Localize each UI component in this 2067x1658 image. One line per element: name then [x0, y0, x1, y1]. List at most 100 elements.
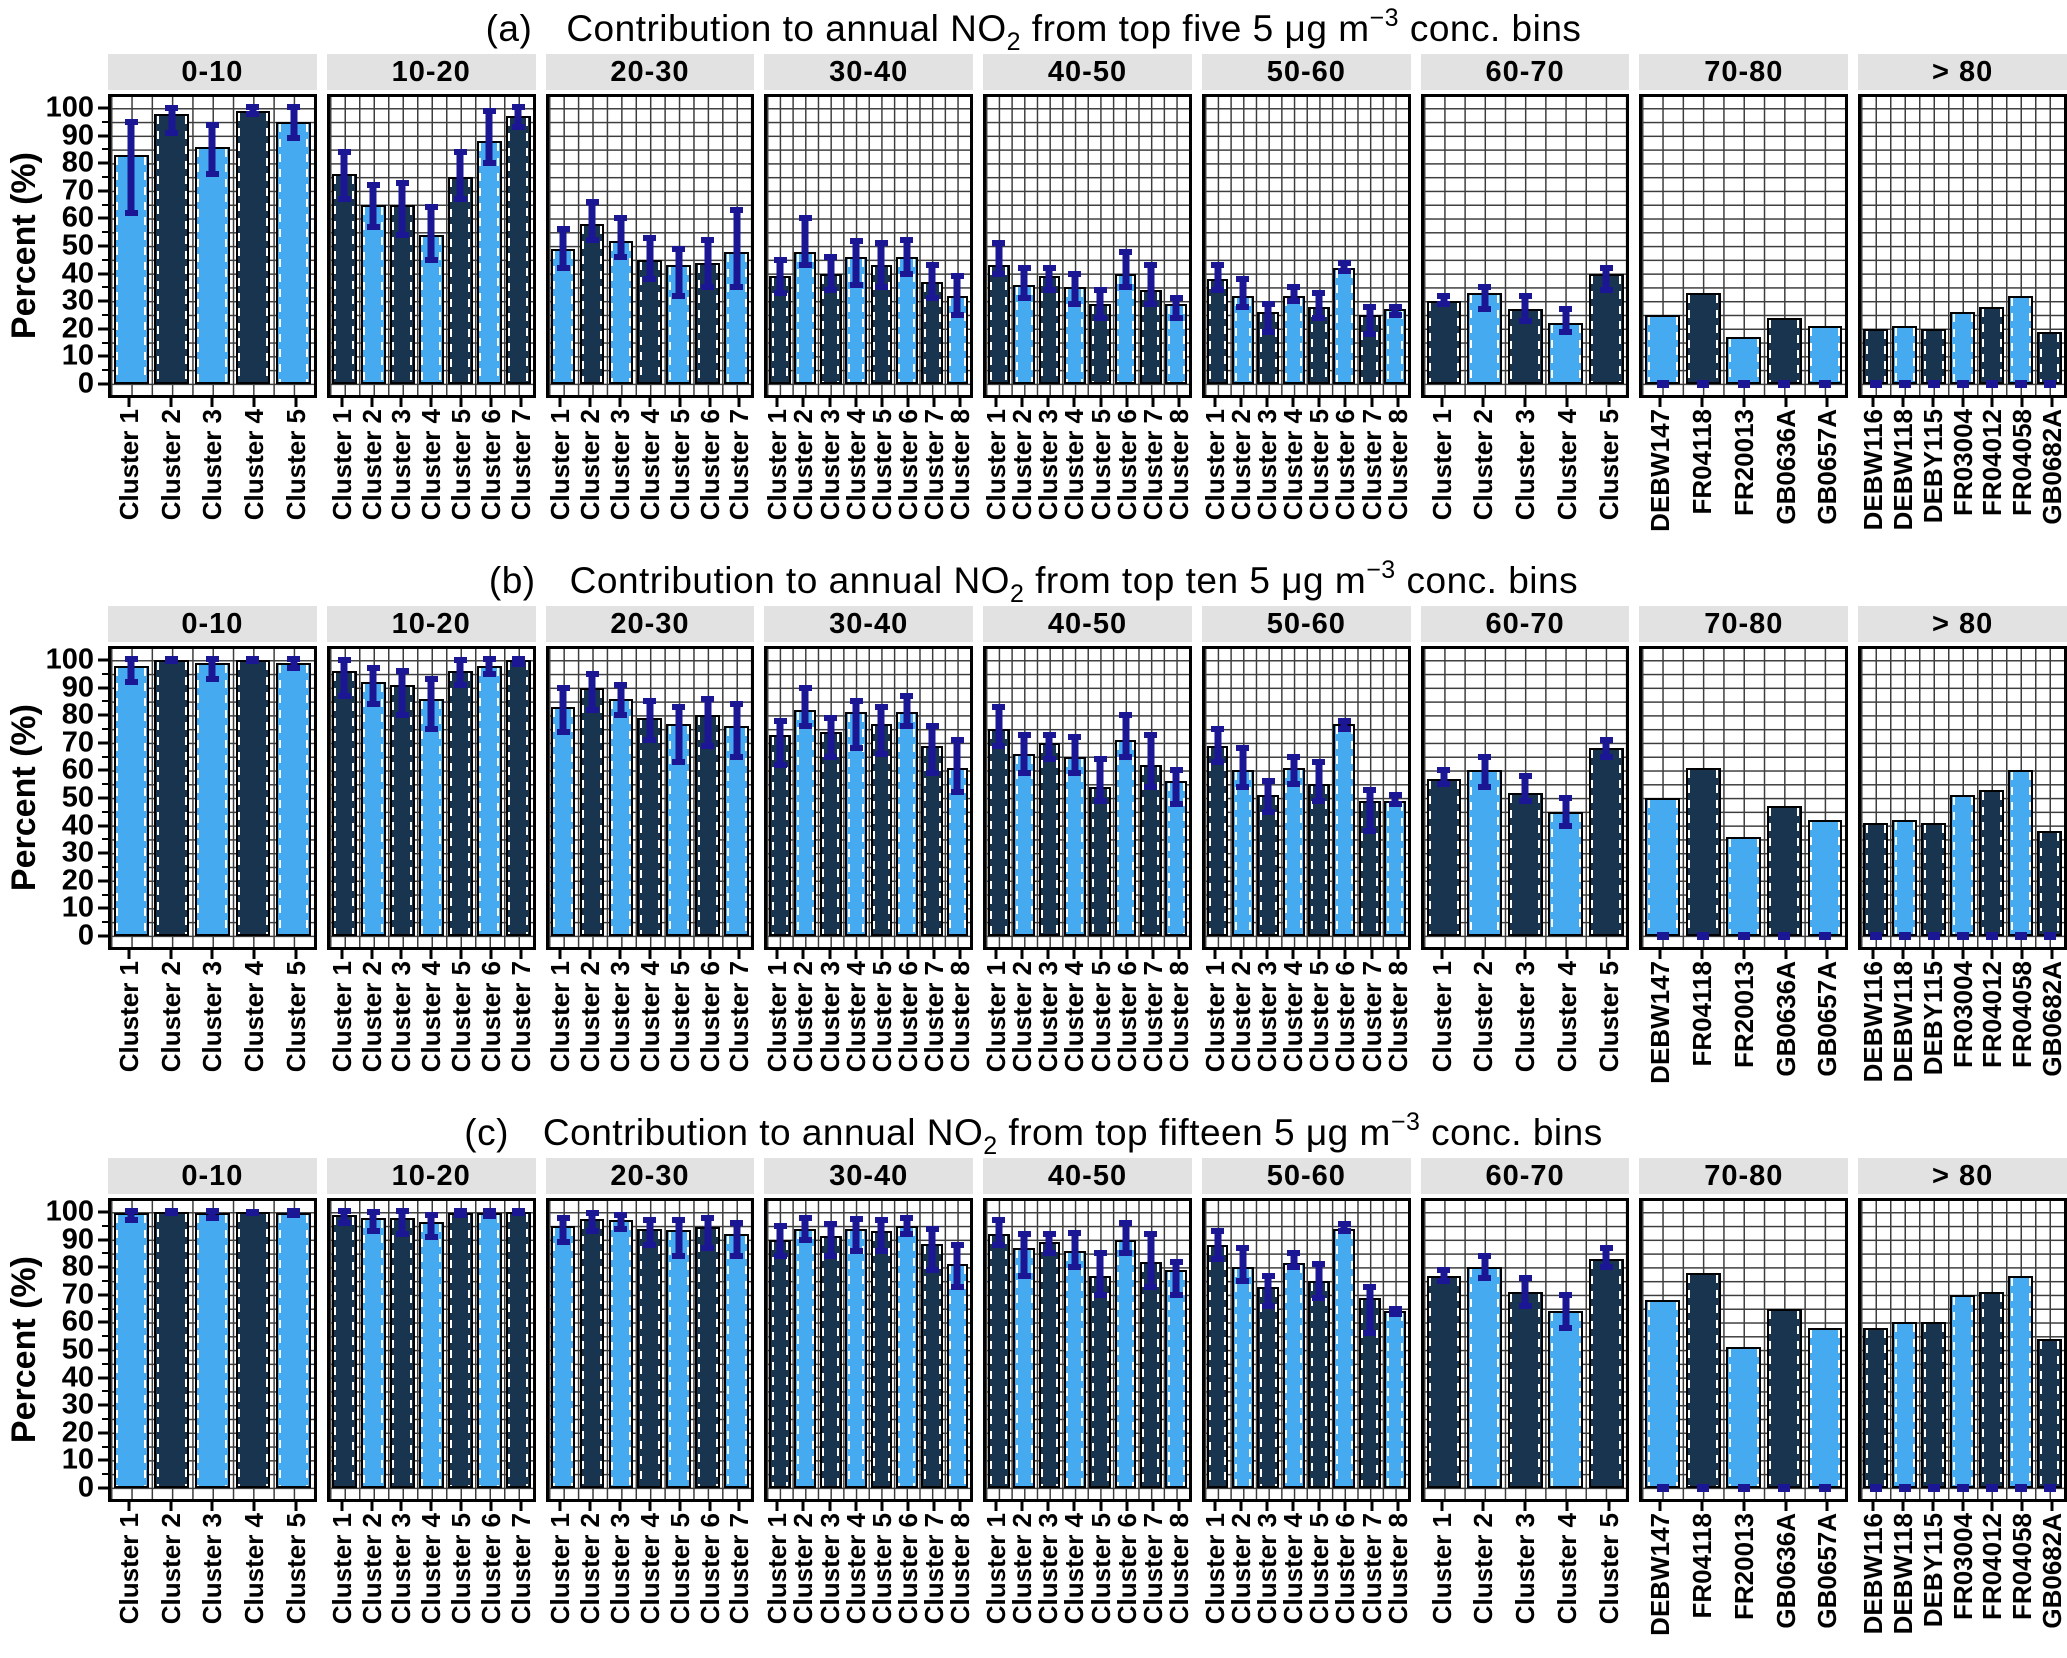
x-axis-tick [708, 1502, 712, 1511]
x-tick-label: Cluster 7 [724, 961, 755, 1073]
x-axis-tick [1700, 950, 1704, 959]
grid-dash [744, 253, 747, 382]
grid-dash [657, 720, 660, 934]
x-tick-label-slot: Cluster 4 [635, 961, 665, 1106]
grid-dash [184, 1214, 187, 1486]
bar [819, 1235, 842, 1488]
facet-0-10: 0-10 Cluster 1 Cluster 2 Cluster 3 Cluster 4… [108, 1158, 317, 1658]
base-marker [1927, 931, 1940, 940]
x-tick-label-slot: FR04012 [1977, 1513, 2007, 1658]
plot-area [1420, 646, 1630, 950]
grid-dash [421, 700, 424, 934]
x-tick-label-slot: Cluster 6 [1330, 1513, 1360, 1658]
bar [1013, 284, 1036, 384]
bar [946, 767, 969, 936]
x-tick-label-slot: GB0657A [1806, 1513, 1848, 1658]
error-bar [928, 1228, 936, 1270]
error-bar [1122, 1223, 1130, 1254]
x-axis-tick [880, 398, 884, 407]
grid-dash [381, 1219, 384, 1486]
x-tick-label: Cluster 6 [1111, 961, 1142, 1073]
x-axis-tick [127, 950, 131, 959]
x-axis-tick [1072, 398, 1076, 407]
x-axis-tick [854, 398, 858, 407]
y-tick-label: 10 [61, 891, 94, 924]
x-axis-tick [678, 398, 682, 407]
y-axis-tick [98, 851, 108, 855]
x-tick-label: Cluster 2 [575, 961, 606, 1073]
base-marker [1697, 379, 1710, 388]
panel-c: (c) Contribution to annual NO2 from top f… [0, 1104, 2067, 1656]
x-tick-label: Cluster 6 [892, 961, 923, 1073]
grid-dash [811, 253, 814, 382]
x-tick-label-slot: Cluster 3 [815, 1513, 845, 1658]
x-axis-tick [775, 950, 779, 959]
y-axis-tick [98, 106, 108, 110]
x-tick-label: Cluster 4 [1551, 1513, 1582, 1625]
x-tick-label-slot: Cluster 2 [1462, 409, 1504, 554]
y-tick-label: 60 [61, 1305, 94, 1338]
x-tick-label: Cluster 2 [1226, 961, 1257, 1073]
x-tick-label: Cluster 1 [1199, 409, 1230, 521]
grid-dash [1310, 786, 1313, 934]
grid-dash [1361, 317, 1364, 382]
x-tick-label: DEBW118 [1887, 961, 1918, 1083]
grid-dash [599, 225, 602, 382]
bar [1384, 309, 1406, 384]
bar [637, 1228, 663, 1488]
x-tick-label-slot: Cluster 2 [150, 409, 192, 554]
error-bar [1602, 740, 1610, 757]
error-bar [675, 248, 683, 296]
x-tick-label: Cluster 5 [446, 1513, 476, 1625]
grid-dash [1923, 824, 1926, 934]
bar [418, 698, 444, 936]
error-bar [1440, 1270, 1448, 1282]
x-tick-label: Cluster 7 [724, 1513, 755, 1625]
grid-dash [898, 714, 901, 934]
x-axis-tick [1440, 398, 1444, 407]
grid-dash [392, 206, 395, 382]
x-tick-label: Cluster 4 [1551, 961, 1582, 1073]
grid-dash [1497, 294, 1500, 382]
grid-dash [1274, 797, 1277, 934]
grid-dash [1249, 772, 1252, 934]
grid-dash [938, 1245, 941, 1486]
x-axis-tick [1901, 398, 1905, 407]
x-tick-label-slot: Cluster 6 [1112, 1513, 1142, 1658]
grid-dash [1429, 303, 1432, 382]
plot-area [1639, 94, 1849, 398]
x-tick-label-slot: Cluster 5 [867, 961, 897, 1106]
grid-dash [990, 267, 993, 382]
y-tick-label: 50 [61, 781, 94, 814]
x-tick-label-slot: Cluster 5 [665, 409, 695, 554]
x-tick-label-slot: Cluster 7 [1138, 961, 1168, 1106]
facet-header: 70-80 [1639, 1158, 1849, 1194]
facet-header: 20-30 [545, 1158, 755, 1194]
x-tick-labels: Cluster 1 Cluster 2 Cluster 3 Cluster 4 Clus… [545, 409, 754, 554]
x-axis-tick [828, 398, 832, 407]
grid-dash [923, 747, 926, 934]
x-tick-label-slot: DEBW147 [1639, 409, 1681, 554]
x-tick-label: Cluster 2 [1468, 1513, 1499, 1625]
x-tick-labels: Cluster 1 Cluster 2 Cluster 3 Cluster 4 Clus… [327, 961, 536, 1106]
x-tick-label: Cluster 2 [1007, 961, 1038, 1073]
y-axis-tick [98, 1293, 108, 1297]
grid-dash [1456, 780, 1459, 934]
x-tick-label-slot: Cluster 2 [357, 1513, 387, 1658]
x-axis-tick [1523, 950, 1527, 959]
x-tick-label-slot: FR04012 [1977, 409, 2007, 554]
grid-dash [526, 662, 529, 934]
grid-dash [144, 1215, 147, 1486]
x-axis-tick [1871, 950, 1875, 959]
x-tick-label-slot: Cluster 5 [275, 1513, 317, 1658]
grid-dash [1091, 1277, 1094, 1486]
x-tick-label: GB0636A [1770, 961, 1801, 1077]
x-tick-label: FR04118 [1687, 1513, 1718, 1619]
x-axis-tick [1961, 1502, 1965, 1511]
x-tick-label: Cluster 2 [788, 1513, 819, 1625]
y-tick-label: 100 [45, 643, 94, 676]
grid-dash [570, 250, 573, 382]
x-tick-label: Cluster 5 [866, 1513, 897, 1625]
error-bar [953, 740, 961, 793]
bar [1588, 748, 1624, 936]
